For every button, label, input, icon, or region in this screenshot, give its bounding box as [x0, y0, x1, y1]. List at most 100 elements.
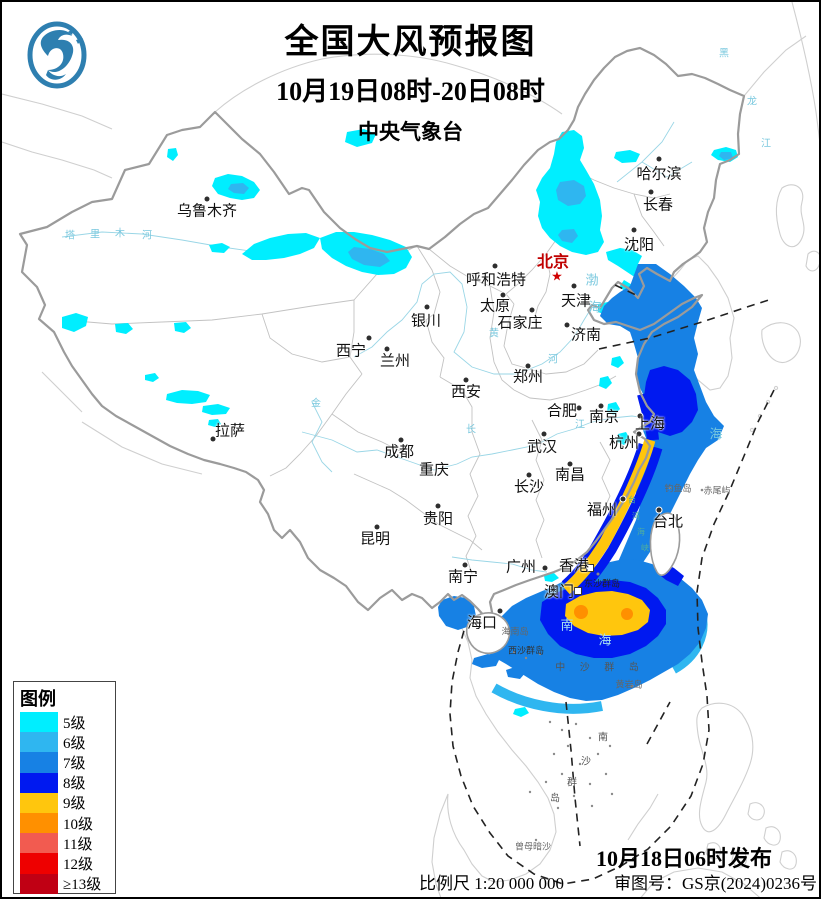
- city-dot: [529, 307, 535, 313]
- city-dot: [567, 461, 573, 467]
- city-label-太原: 太原: [479, 298, 511, 315]
- legend-swatch-13: [20, 873, 58, 894]
- city-dot: [525, 363, 531, 369]
- approval-number: 审图号：GS京(2024)0236号: [614, 874, 818, 893]
- city-dot: [398, 437, 404, 443]
- river-label: 河: [548, 354, 558, 366]
- city-label-天津: 天津: [560, 293, 592, 310]
- city-square-marker: [586, 564, 594, 572]
- city-dot: [631, 227, 637, 233]
- river-label: 龙: [747, 96, 757, 108]
- island-label: 钓鱼岛: [664, 483, 692, 494]
- river-label: 黄: [489, 328, 499, 340]
- legend-label: 12级: [63, 856, 94, 873]
- city-label-成都: 成都: [383, 444, 415, 461]
- legend-item: 6级: [14, 732, 115, 753]
- river-label: 金: [311, 398, 321, 410]
- city-label-合肥: 合肥: [546, 403, 578, 420]
- city-dot: [435, 503, 441, 509]
- river-label: 江: [575, 419, 585, 431]
- legend-item: 10级: [14, 812, 115, 834]
- legend-swatch-5: [20, 712, 58, 733]
- legend-label: 11级: [63, 836, 93, 853]
- issue-time: 10月18日06时发布: [596, 846, 773, 871]
- legend-title: 图例: [20, 689, 56, 709]
- city-dot: [620, 496, 626, 502]
- city-dot: [424, 304, 430, 310]
- island-label: 台: [628, 495, 636, 505]
- island-label: 海: [637, 527, 645, 537]
- city-label-昆明: 昆明: [359, 531, 391, 548]
- city-label-重庆: 重庆: [418, 462, 450, 479]
- city-label-拉萨: 拉萨: [214, 423, 246, 440]
- legend-label: 7级: [63, 755, 86, 772]
- city-dot: [384, 346, 390, 352]
- city-label-西宁: 西宁: [335, 343, 367, 360]
- legend-box: 图例 5级 6级 7级 8级 9级 10级 11级 12级 ≥13级: [13, 681, 116, 894]
- island-label: 曾母暗沙: [514, 841, 552, 852]
- rivers: [61, 121, 693, 573]
- city-label-呼和浩特: 呼和浩特: [465, 272, 527, 289]
- city-label-北京: 北京: [536, 254, 570, 271]
- legend-swatch-6: [20, 732, 58, 753]
- legend-label: 6级: [63, 735, 86, 752]
- sea-label: 海: [598, 632, 612, 648]
- islands: [465, 486, 704, 842]
- province-borders: [63, 138, 671, 575]
- city-label-南宁: 南宁: [447, 569, 479, 586]
- city-label-银川: 银川: [410, 313, 442, 330]
- city-label-长沙: 长沙: [513, 479, 545, 496]
- city-label-哈尔滨: 哈尔滨: [636, 166, 682, 183]
- city-label-海口: 海口: [466, 615, 498, 632]
- city-dot: [497, 608, 503, 614]
- city-label-南昌: 南昌: [554, 467, 586, 484]
- island-label: 西沙群岛: [507, 645, 545, 656]
- city-dot: [636, 431, 642, 437]
- river-label: 木: [115, 228, 125, 240]
- city-label-台北: 台北: [652, 514, 684, 531]
- legend-swatch-9: [20, 792, 58, 813]
- river-label: 塔: [65, 230, 75, 242]
- city-dot: [463, 377, 469, 383]
- sea-label: 海: [588, 299, 602, 315]
- legend-item: 9级: [14, 792, 115, 813]
- city-label-广州: 广州: [505, 559, 537, 576]
- city-label-石家庄: 石家庄: [497, 315, 543, 332]
- island-label: 沙: [581, 756, 591, 768]
- city-dot: [576, 405, 582, 411]
- island-label: 黄岩岛: [615, 679, 643, 690]
- city-label-沈阳: 沈阳: [623, 237, 655, 254]
- city-label-南京: 南京: [588, 409, 620, 426]
- island-label: 峡: [641, 543, 649, 553]
- city-dot: [526, 472, 532, 478]
- river-label: 江: [761, 138, 771, 150]
- legend-label: 9级: [63, 796, 86, 813]
- island-label: 东沙群岛: [583, 578, 621, 589]
- island-label: 南: [598, 732, 608, 744]
- island-label: 赤尾屿: [703, 485, 731, 496]
- sea-label: 海: [709, 426, 723, 442]
- legend-rows: 5级 6级 7级 8级 9级 10级 11级 12级 ≥13级: [14, 712, 115, 894]
- city-label-武汉: 武汉: [526, 439, 558, 456]
- city-dot: [210, 436, 216, 442]
- city-dot: [462, 562, 468, 568]
- legend-item: ≥13级: [14, 873, 115, 894]
- legend-label: 5级: [63, 715, 86, 732]
- city-dot: [422, 463, 428, 469]
- taiwan-island: [649, 512, 681, 576]
- legend-swatch-11: [20, 833, 58, 854]
- city-label-兰州: 兰州: [379, 353, 411, 370]
- legend-swatch-12: [20, 853, 58, 874]
- city-dot: [637, 413, 643, 419]
- island-label: 群: [567, 777, 577, 789]
- river-label: 里: [90, 229, 100, 241]
- city-dot: [366, 335, 372, 341]
- national-border: [18, 46, 746, 620]
- legend-label: ≥13级: [63, 877, 102, 894]
- river-label: 黑: [719, 48, 729, 60]
- city-dot: [571, 283, 577, 289]
- city-label-长春: 长春: [642, 197, 674, 214]
- city-dot: [492, 263, 498, 269]
